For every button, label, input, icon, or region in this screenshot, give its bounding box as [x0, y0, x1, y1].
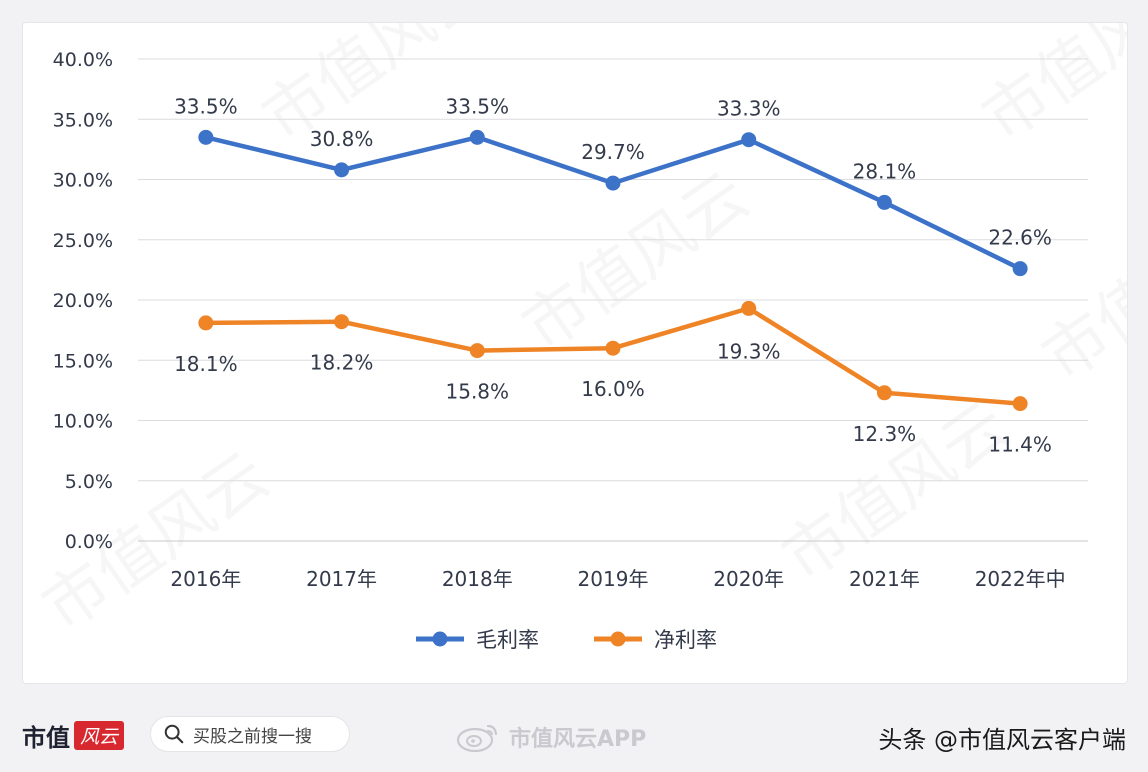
data-point	[1012, 396, 1028, 412]
watermark-text: 市值风云	[970, 23, 1127, 156]
brand-logo: 市值 风云	[22, 720, 125, 752]
y-tick-label: 30.0%	[53, 170, 113, 192]
data-label: 22.6%	[988, 226, 1052, 250]
x-tick-label: 2022年中	[975, 567, 1066, 591]
y-tick-label: 35.0%	[53, 109, 113, 131]
y-tick-label: 10.0%	[53, 411, 113, 433]
watermark-text: 市值风云	[250, 23, 502, 156]
data-point	[198, 315, 214, 331]
data-label: 33.3%	[717, 97, 781, 121]
data-point	[198, 129, 214, 145]
data-label: 33.5%	[446, 94, 510, 118]
search-placeholder: 买股之前搜一搜	[193, 726, 312, 747]
data-labels: 33.5% 30.8% 33.5% 29.7% 33.3% 28.1% 22.6% 18.1%…	[174, 94, 1052, 456]
y-tick-label: 40.0%	[53, 49, 113, 71]
footer-bar: 市值 风云 买股之前搜一搜 市值风云APP 头条 @市值风云客户端	[0, 700, 1148, 772]
x-tick-label: 2018年	[442, 567, 513, 591]
legend: 毛利率 净利率	[416, 628, 717, 652]
data-point	[605, 340, 621, 356]
legend-swatch-marker	[610, 631, 626, 647]
y-tick-label: 0.0%	[65, 531, 113, 553]
watermark-text: 市值风云	[1030, 189, 1127, 396]
x-tick-label: 2020年	[713, 567, 784, 591]
data-point	[741, 300, 757, 316]
data-label: 28.1%	[853, 159, 917, 183]
legend-label: 净利率	[654, 628, 717, 652]
data-label: 19.3%	[717, 339, 781, 363]
weibo-text: 市值风云APP	[509, 727, 647, 752]
data-label: 16.0%	[581, 377, 645, 401]
x-axis-ticks: 2016年 2017年 2018年 2019年 2020年 2021年 2022年中	[170, 567, 1065, 591]
y-tick-label: 15.0%	[53, 350, 113, 372]
watermark-text: 市值风云	[770, 389, 1022, 596]
brand-badge: 风云	[74, 720, 125, 750]
y-tick-label: 5.0%	[65, 471, 113, 493]
weibo-icon	[456, 724, 498, 753]
data-point	[741, 132, 757, 148]
chart-card: 市值风云 市值风云 市值风云 市值风云 市值风云 市值风云 0.0% 5.0% 10.0% 15…	[22, 22, 1128, 684]
legend-swatch-marker	[432, 631, 448, 647]
x-tick-label: 2016年	[170, 567, 241, 591]
y-tick-label: 20.0%	[53, 290, 113, 312]
y-tick-label: 25.0%	[53, 230, 113, 252]
data-point	[334, 162, 350, 178]
x-tick-label: 2021年	[849, 567, 920, 591]
data-label: 15.8%	[446, 380, 510, 404]
weibo-watermark: 市值风云APP	[455, 720, 646, 754]
search-bar[interactable]: 买股之前搜一搜	[150, 716, 350, 752]
brand-text: 市值	[22, 723, 70, 752]
x-tick-label: 2017年	[306, 567, 377, 591]
data-point	[469, 129, 485, 145]
data-point	[469, 343, 485, 359]
legend-label: 毛利率	[476, 628, 539, 652]
data-label: 11.4%	[988, 433, 1052, 457]
data-points	[198, 129, 1028, 412]
data-point	[1012, 261, 1028, 277]
y-axis-ticks: 0.0% 5.0% 10.0% 15.0% 20.0% 25.0% 30.0% 35.0% 40…	[53, 49, 113, 553]
watermark-text: 市值风云	[510, 159, 762, 366]
data-point	[876, 194, 892, 210]
data-label: 18.1%	[174, 352, 238, 376]
data-point	[334, 314, 350, 330]
data-label: 33.5%	[174, 94, 238, 118]
data-point	[605, 175, 621, 191]
search-icon	[164, 724, 184, 744]
toutiao-credit: 头条 @市值风云客户端	[878, 726, 1126, 754]
data-label: 30.8%	[310, 127, 374, 151]
data-label: 29.7%	[581, 140, 645, 164]
x-tick-label: 2019年	[578, 567, 649, 591]
data-label: 12.3%	[853, 422, 917, 446]
data-label: 18.2%	[310, 351, 374, 375]
data-point	[876, 385, 892, 401]
